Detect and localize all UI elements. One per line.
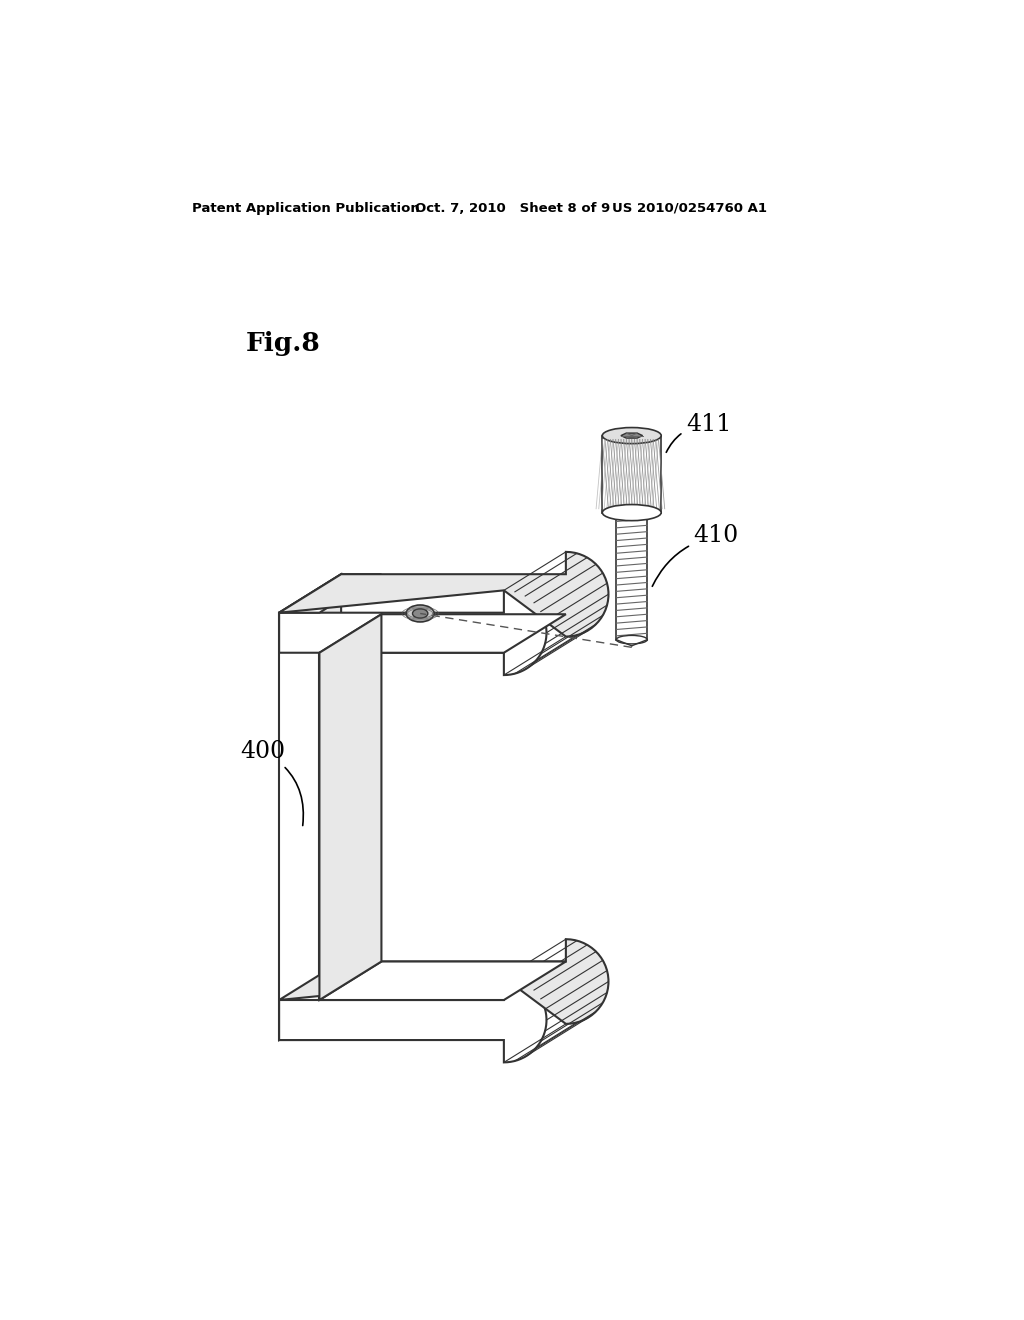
Polygon shape: [319, 614, 381, 1001]
Polygon shape: [280, 940, 608, 1024]
Polygon shape: [602, 436, 662, 512]
Text: Oct. 7, 2010   Sheet 8 of 9: Oct. 7, 2010 Sheet 8 of 9: [415, 202, 610, 215]
Ellipse shape: [616, 635, 647, 644]
Polygon shape: [319, 614, 566, 653]
Text: 411: 411: [667, 413, 731, 453]
Polygon shape: [319, 961, 566, 1001]
Polygon shape: [280, 590, 547, 675]
Ellipse shape: [413, 609, 428, 618]
Ellipse shape: [602, 428, 662, 444]
Ellipse shape: [407, 605, 434, 622]
Polygon shape: [621, 433, 643, 438]
Polygon shape: [280, 574, 341, 1040]
Polygon shape: [616, 512, 647, 640]
Text: 400: 400: [241, 739, 303, 825]
Text: US 2010/0254760 A1: US 2010/0254760 A1: [612, 202, 767, 215]
Text: 410: 410: [652, 524, 739, 586]
Polygon shape: [280, 552, 608, 636]
Polygon shape: [280, 574, 381, 612]
Polygon shape: [280, 978, 547, 1063]
Polygon shape: [280, 612, 319, 1040]
Ellipse shape: [602, 504, 662, 520]
Text: Fig.8: Fig.8: [246, 331, 321, 355]
Text: Patent Application Publication: Patent Application Publication: [193, 202, 420, 215]
